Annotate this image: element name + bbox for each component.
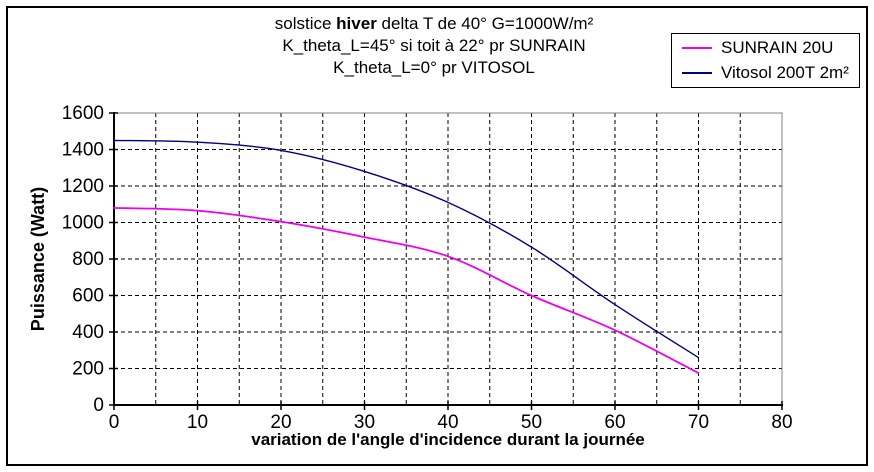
x-tick-label: 70 (688, 412, 709, 433)
y-tick-label: 1600 (62, 103, 104, 124)
y-axis-title: Puissance (Watt) (28, 186, 48, 332)
y-tick-label: 800 (72, 249, 104, 270)
x-tick-label: 40 (437, 412, 458, 433)
legend-label-vitosol: Vitosol 200T 2m² (721, 62, 849, 82)
y-tick-label: 200 (72, 359, 104, 380)
y-tick-label: 1400 (62, 140, 104, 161)
y-tick-label: 1200 (62, 176, 104, 197)
legend-line-sample-sunrain (682, 47, 712, 50)
y-tick-label: 400 (72, 322, 104, 343)
legend-box: SUNRAIN 20U Vitosol 200T 2m² (671, 33, 860, 88)
chart-title-line-1: solstice hiver delta T de 40° G=1000W/m² (274, 14, 594, 33)
x-tick-label: 20 (270, 412, 291, 433)
legend-line-sample-vitosol (682, 71, 712, 74)
x-tick-label: 10 (187, 412, 208, 433)
chart-title: solstice hiver delta T de 40° G=1000W/m²… (114, 13, 754, 79)
chart-title-line-2: K_theta_L=45° si toit à 22° pr SUNRAIN (282, 36, 586, 55)
legend-item-vitosol: Vitosol 200T 2m² (682, 63, 859, 83)
x-tick-label: 60 (604, 412, 625, 433)
x-tick-label: 30 (354, 412, 375, 433)
y-tick-label: 1000 (62, 213, 104, 234)
series-line-1 (113, 139, 700, 359)
x-axis-title: variation de l'angle d'incidence durant … (251, 430, 645, 449)
series-line-0 (113, 207, 700, 374)
y-tick-label: 0 (93, 395, 104, 416)
y-tick-label: 600 (72, 286, 104, 307)
legend-label-sunrain: SUNRAIN 20U (721, 38, 834, 58)
x-tick-label: 80 (771, 412, 792, 433)
x-tick-label: 0 (109, 412, 120, 433)
chart-title-line-3: K_theta_L=0° pr VITOSOL (333, 58, 535, 77)
legend-item-sunrain: SUNRAIN 20U (682, 38, 859, 58)
x-tick-label: 50 (521, 412, 542, 433)
